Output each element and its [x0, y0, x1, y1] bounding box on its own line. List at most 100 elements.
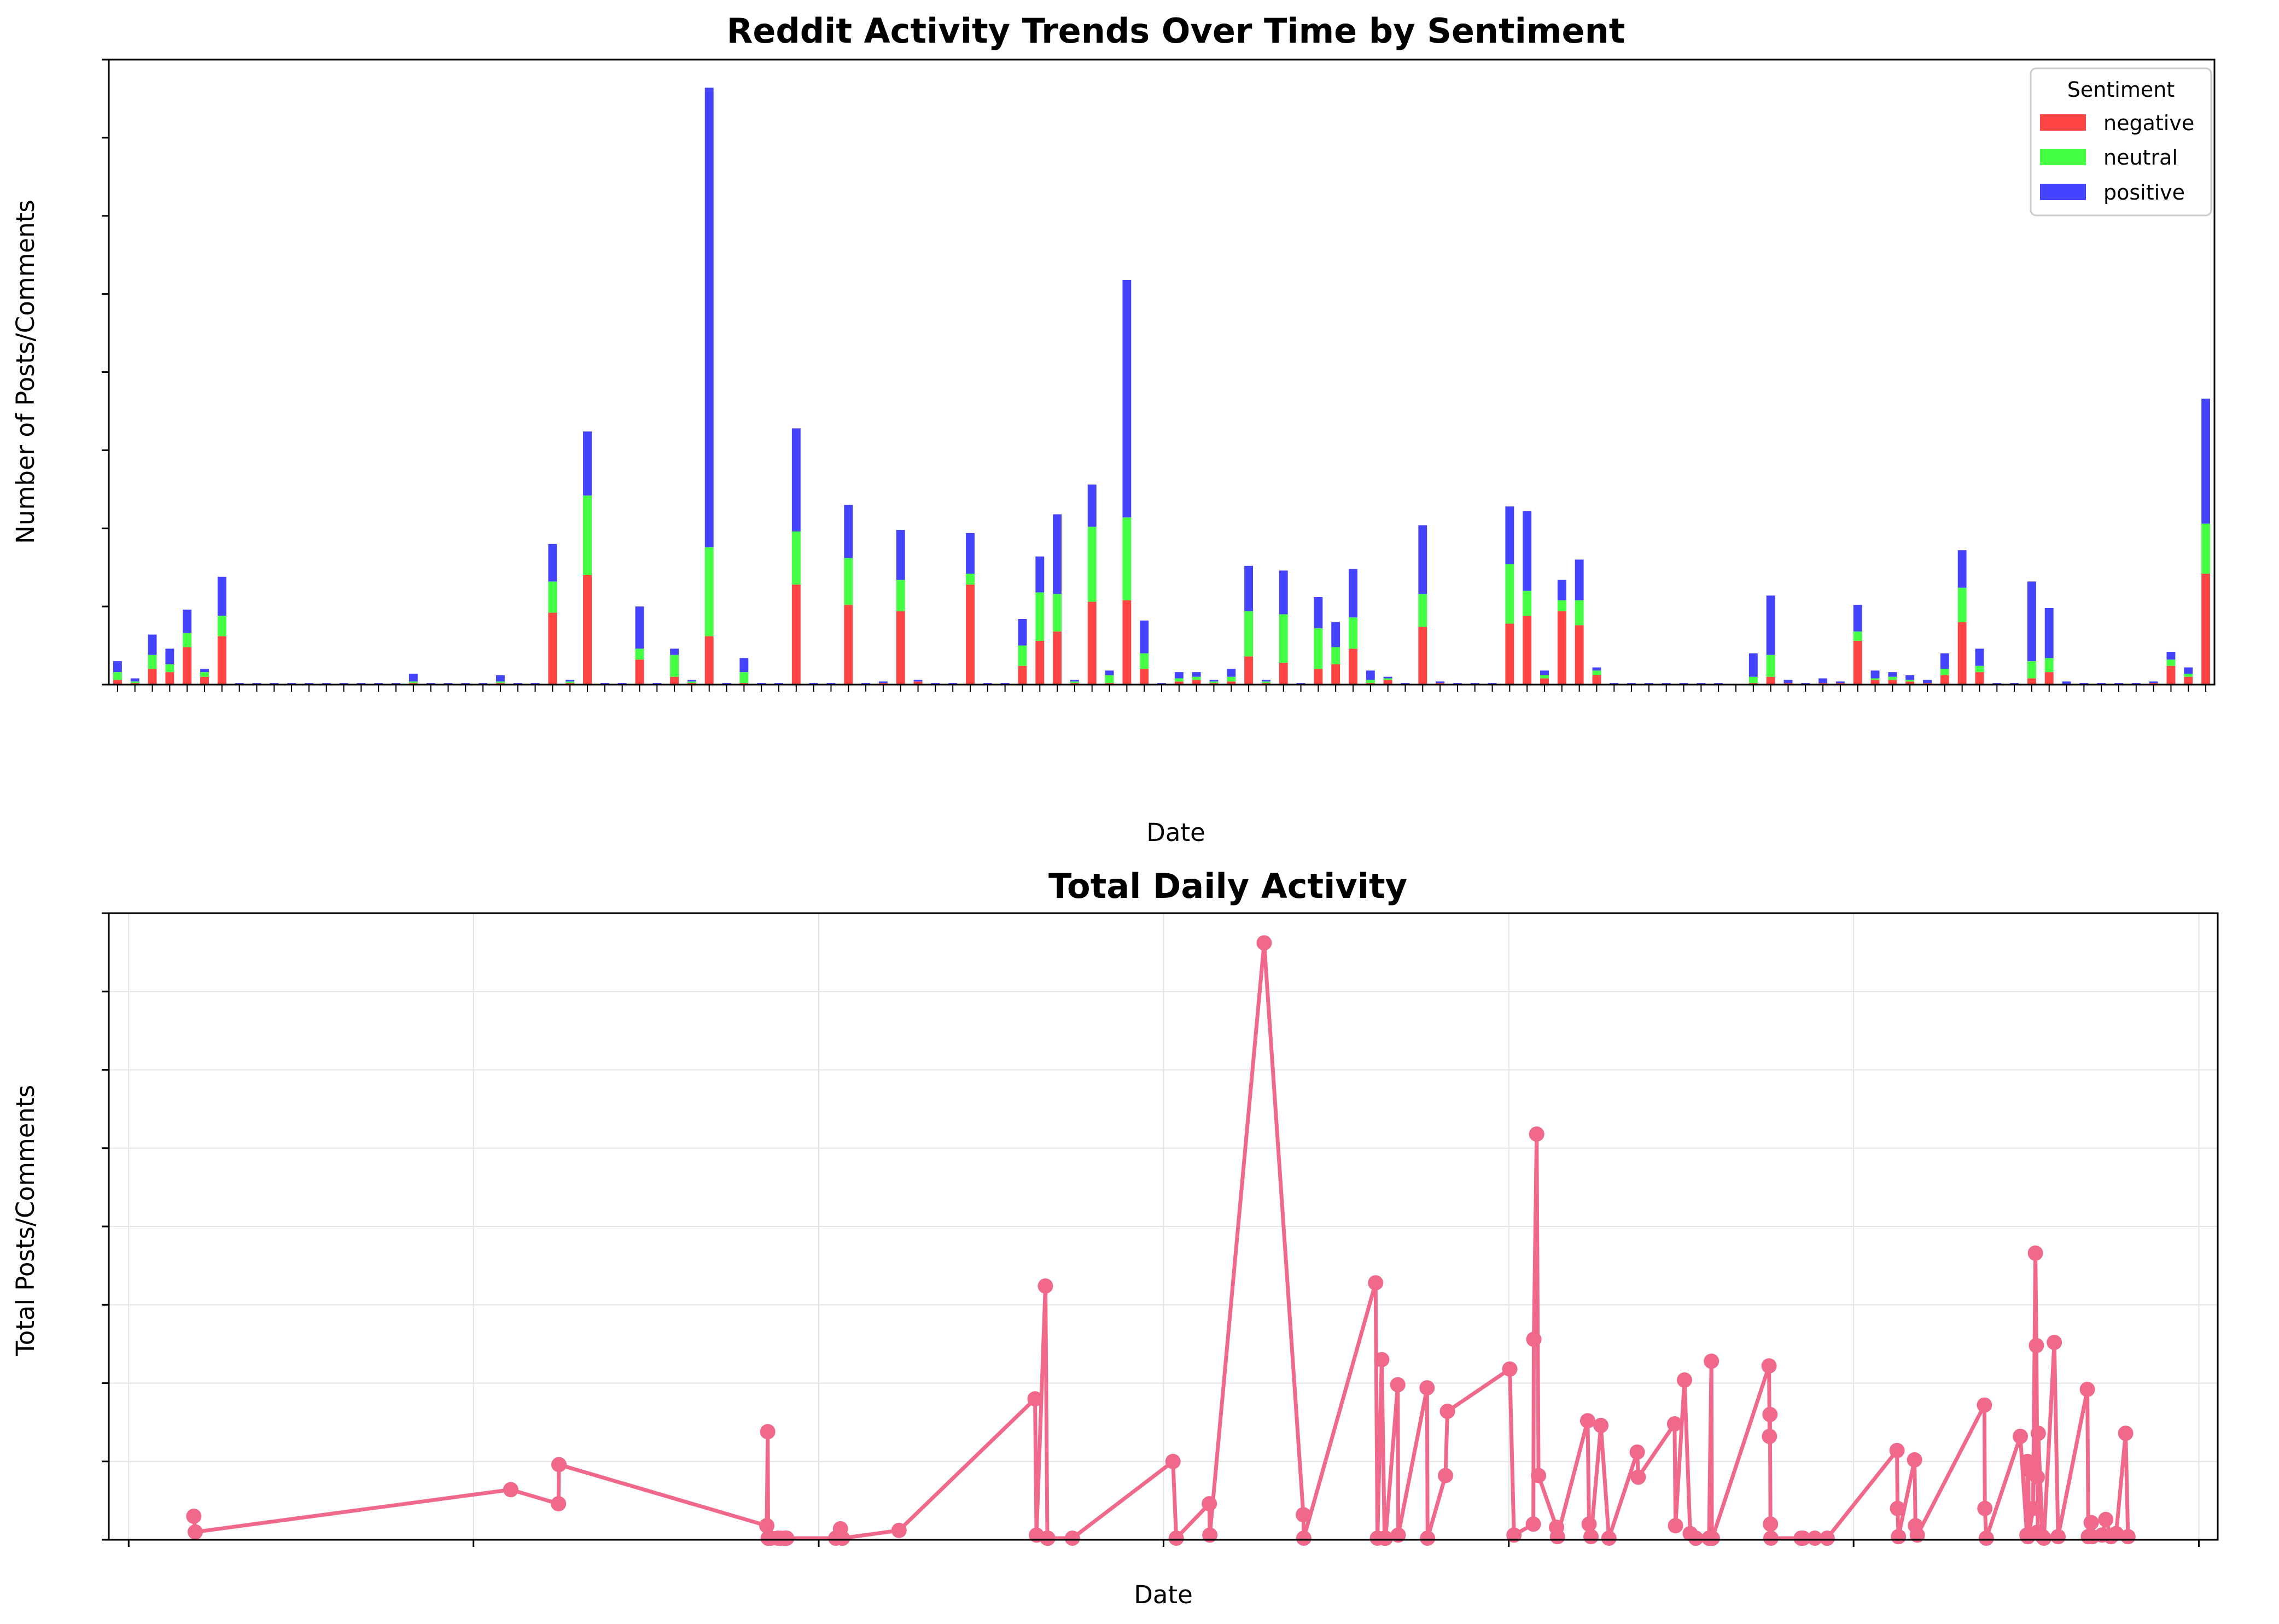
bar-positive-107 [1975, 649, 1984, 666]
bar-positive-85 [1592, 667, 1601, 671]
legend-item-positive: positive [2040, 180, 2185, 205]
bar-negative-103 [1905, 681, 1915, 685]
bar-negative-53 [1035, 640, 1045, 685]
chart2-series-line [191, 940, 2130, 1540]
data-point-68 [1762, 1406, 1778, 1422]
bar-neutral-61 [1174, 678, 1184, 682]
bar-negative-65 [1244, 656, 1254, 685]
bar-neutral-67 [1279, 614, 1288, 663]
bar-neutral-59 [1140, 653, 1149, 669]
bar-neutral-5 [200, 672, 209, 677]
bar-positive-104 [1923, 680, 1932, 684]
bar-positive-46 [913, 680, 923, 682]
bar-positive-119 [2184, 667, 2193, 674]
data-point-66 [1761, 1358, 1777, 1374]
bar-positive-76 [1436, 681, 1445, 684]
bar-positive-27 [583, 431, 592, 496]
data-point-107 [2108, 1526, 2124, 1541]
bar-neutral-95 [1766, 655, 1775, 677]
sentiment-bar-chart: Reddit Activity Trends Over Time by Sent… [11, 11, 2216, 847]
data-point-40 [1438, 1468, 1453, 1483]
bar-negative-46 [913, 681, 923, 685]
data-point-95 [2030, 1426, 2046, 1441]
bar-neutral-4 [183, 633, 192, 647]
bar-negative-71 [1349, 649, 1357, 685]
data-point-74 [1819, 1530, 1835, 1546]
chart2-plot-frame [108, 912, 2219, 1541]
legend-box [2030, 67, 2212, 217]
bar-neutral-120 [2201, 523, 2211, 574]
bar-neutral-105 [1940, 669, 1949, 675]
bar-positive-49 [966, 533, 975, 574]
bar-negative-61 [1174, 681, 1184, 685]
bar-neutral-70 [1331, 647, 1340, 664]
data-point-97 [2036, 1530, 2052, 1546]
bar-neutral-53 [1035, 592, 1045, 641]
data-point-80 [1909, 1527, 1925, 1543]
data-point-93 [2030, 1469, 2045, 1485]
bar-positive-2 [148, 634, 157, 655]
data-point-51 [1581, 1516, 1597, 1532]
bar-positive-65 [1244, 565, 1254, 611]
bar-positive-26 [566, 680, 575, 682]
bar-negative-0 [113, 680, 122, 685]
chart2-y-ticks [102, 912, 109, 1541]
bar-negative-54 [1053, 631, 1062, 685]
bar-negative-111 [2044, 672, 2054, 685]
bar-positive-58 [1122, 279, 1132, 518]
bar-positive-72 [1366, 670, 1375, 680]
bar-neutral-36 [739, 672, 749, 684]
chart1-x-ticks [116, 685, 2207, 692]
bar-negative-25 [548, 612, 557, 685]
bar-positive-67 [1279, 570, 1288, 615]
bar-neutral-55 [1070, 681, 1079, 684]
bar-negative-45 [896, 611, 905, 685]
bar-negative-80 [1505, 623, 1514, 685]
data-point-109 [2120, 1529, 2136, 1545]
legend-item-negative: negative [2040, 111, 2194, 135]
data-point-4 [551, 1457, 567, 1473]
bar-neutral-118 [2166, 659, 2176, 666]
legend-swatch-negative [2040, 114, 2086, 131]
bar-neutral-33 [687, 681, 696, 684]
bar-neutral-58 [1122, 517, 1132, 600]
bar-negative-49 [966, 585, 975, 685]
bar-negative-82 [1540, 678, 1549, 685]
bar-neutral-34 [704, 547, 714, 636]
bar-neutral-42 [844, 558, 853, 605]
chart2-x-axis-label: Date [1134, 1580, 1193, 1609]
bar-positive-101 [1870, 670, 1880, 679]
bar-neutral-32 [670, 655, 679, 677]
data-point-61 [1688, 1530, 1704, 1546]
bar-neutral-84 [1575, 600, 1584, 626]
bar-negative-3 [165, 672, 174, 685]
bar-neutral-25 [548, 581, 557, 613]
data-point-57 [1666, 1416, 1682, 1432]
bar-neutral-63 [1209, 681, 1219, 684]
bar-positive-30 [635, 606, 644, 649]
data-point-24 [1165, 1453, 1181, 1469]
data-point-25 [1168, 1530, 1184, 1546]
bar-negative-85 [1592, 675, 1601, 685]
bar-negative-52 [1018, 665, 1027, 685]
data-point-33 [1374, 1352, 1390, 1368]
data-point-72 [1795, 1530, 1811, 1546]
bar-positive-75 [1418, 525, 1427, 594]
data-point-54 [1601, 1530, 1617, 1546]
bar-negative-62 [1192, 680, 1201, 685]
data-point-56 [1630, 1469, 1646, 1485]
bar-neutral-54 [1053, 594, 1062, 632]
data-point-70 [1763, 1530, 1779, 1546]
bar-positive-32 [670, 649, 679, 655]
bar-negative-81 [1523, 616, 1532, 685]
data-point-75 [1889, 1442, 1905, 1458]
bar-negative-32 [670, 676, 679, 685]
bar-negative-106 [1957, 622, 1967, 685]
bar-positive-45 [896, 530, 905, 580]
data-point-31 [1368, 1275, 1384, 1291]
bar-neutral-81 [1523, 591, 1532, 616]
bar-positive-106 [1957, 550, 1967, 588]
bar-positive-111 [2044, 607, 2054, 658]
bar-positive-34 [704, 87, 714, 547]
